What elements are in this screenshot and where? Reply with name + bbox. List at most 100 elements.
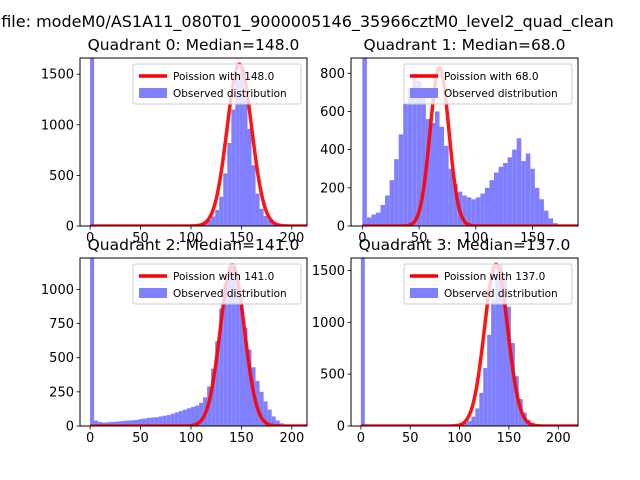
histogram-bar [178, 410, 183, 426]
legend-poisson-label: Poission with 148.0 [173, 71, 274, 83]
histogram-bar [463, 422, 468, 426]
histogram-bar [434, 111, 440, 226]
histogram-bar [263, 401, 268, 426]
y-tick-label: 800 [320, 67, 345, 82]
histogram-bar [142, 418, 147, 426]
figure-suptitle: n file: modeM0/AS1A11_080T01_9000005146_… [0, 12, 640, 36]
histogram-bar [479, 392, 484, 426]
histogram-bar [195, 405, 200, 426]
histogram-bar [525, 153, 531, 226]
histogram-bar [398, 134, 404, 226]
histogram-bar [90, 258, 95, 426]
histogram-bar [267, 219, 272, 226]
histogram-bar [360, 258, 365, 426]
histogram-bar [166, 415, 171, 426]
histogram-bar [475, 197, 481, 226]
histogram-bar [255, 193, 260, 226]
histogram-bar [375, 212, 381, 226]
histogram-bar [506, 306, 511, 426]
histogram-bar [215, 209, 220, 226]
histogram-bar [243, 327, 248, 426]
histogram-bar [534, 187, 540, 226]
y-tick-label: 0 [66, 420, 74, 435]
y-tick-label: 1500 [312, 264, 345, 279]
histogram-bar [150, 417, 155, 426]
y-tick-label: 200 [320, 181, 345, 196]
histogram-bar [199, 402, 204, 426]
quadrant-0-legend: Poission with 148.0 Observed distribution [132, 63, 302, 105]
histogram-bar [259, 208, 264, 226]
legend-poisson-label: Poission with 68.0 [444, 71, 539, 83]
histogram-bar [502, 277, 507, 426]
histogram-bar [231, 267, 236, 426]
y-tick-label: 1000 [41, 118, 74, 133]
quadrant-3-title: Quadrant 3: Median=137.0 [359, 236, 571, 254]
histogram-bar [507, 157, 513, 226]
histogram-bar [407, 88, 413, 226]
histogram-bar [227, 266, 232, 426]
histogram-bar [539, 199, 544, 226]
histogram-bar [190, 406, 196, 426]
y-tick-label: 500 [49, 169, 74, 184]
histogram-bar [444, 145, 449, 226]
histogram-bar [462, 195, 467, 226]
x-tick-label: 50 [132, 231, 149, 246]
quadrant-1-plot-area [361, 58, 578, 226]
histogram-bar [223, 282, 228, 426]
histogram-bar [530, 168, 535, 226]
histogram-bar [430, 122, 435, 226]
histogram-bar [483, 367, 488, 426]
x-tick-label: 150 [229, 231, 254, 246]
quadrant-0-panel: 0 50 100 150 200 0 500 1000 1500 Quadrant 0: Medi… [41, 36, 308, 246]
quadrant-0-plot-area [88, 58, 307, 226]
histogram-bar [466, 197, 472, 226]
x-tick-label: 0 [86, 231, 94, 246]
y-tick-label: 1000 [41, 283, 74, 298]
histogram-bar [267, 409, 272, 426]
histogram-bar [498, 166, 504, 226]
histogram-bar [223, 173, 228, 226]
legend-observed-swatch [410, 288, 438, 298]
x-tick-label: 150 [520, 231, 545, 246]
histogram-bar [235, 76, 240, 226]
histogram-bar [516, 138, 522, 226]
histogram-bar [491, 299, 496, 426]
histogram-bar [90, 58, 95, 226]
x-tick-label: 50 [411, 231, 428, 246]
histogram-bar [495, 272, 500, 426]
histogram-bar [362, 58, 367, 226]
histogram-bar [134, 419, 139, 426]
x-tick-label: 100 [447, 431, 472, 446]
histogram-bar [130, 420, 135, 426]
legend-box [403, 263, 573, 305]
histogram-bar [231, 109, 236, 226]
histogram-bar [243, 91, 248, 226]
y-tick-label: 500 [320, 368, 345, 383]
histogram-bar [174, 412, 179, 426]
quadrant-1-panel: 0 50 100 150 0 200 400 600 800 Quadrant 1: Median… [320, 36, 579, 246]
poisson-curve-line [88, 62, 307, 226]
histogram-bar [484, 187, 490, 226]
x-tick-label: 50 [132, 431, 149, 446]
histogram-bar [170, 413, 175, 426]
histogram-bar [499, 264, 503, 426]
histogram-bar [239, 68, 244, 226]
histogram-bar [548, 218, 554, 226]
legend-observed-swatch [139, 288, 167, 298]
histogram-bar [448, 168, 454, 226]
histogram-bar [471, 199, 476, 226]
histogram-bar [239, 303, 244, 426]
histogram-bar [138, 419, 143, 426]
y-tick-label: 500 [49, 351, 74, 366]
histogram-bar [425, 119, 431, 226]
histogram-bar [110, 421, 115, 426]
histogram-bar [480, 193, 485, 226]
quadrant-3-axes-frame [350, 257, 579, 427]
histogram-bar [215, 341, 220, 426]
quadrant-3-legend: Poission with 137.0 Observed distribution [403, 263, 573, 305]
histogram-bar [380, 205, 386, 226]
histogram-bar [219, 196, 224, 226]
histogram-bar [259, 391, 264, 426]
quadrant-2-axes-frame [79, 257, 308, 427]
